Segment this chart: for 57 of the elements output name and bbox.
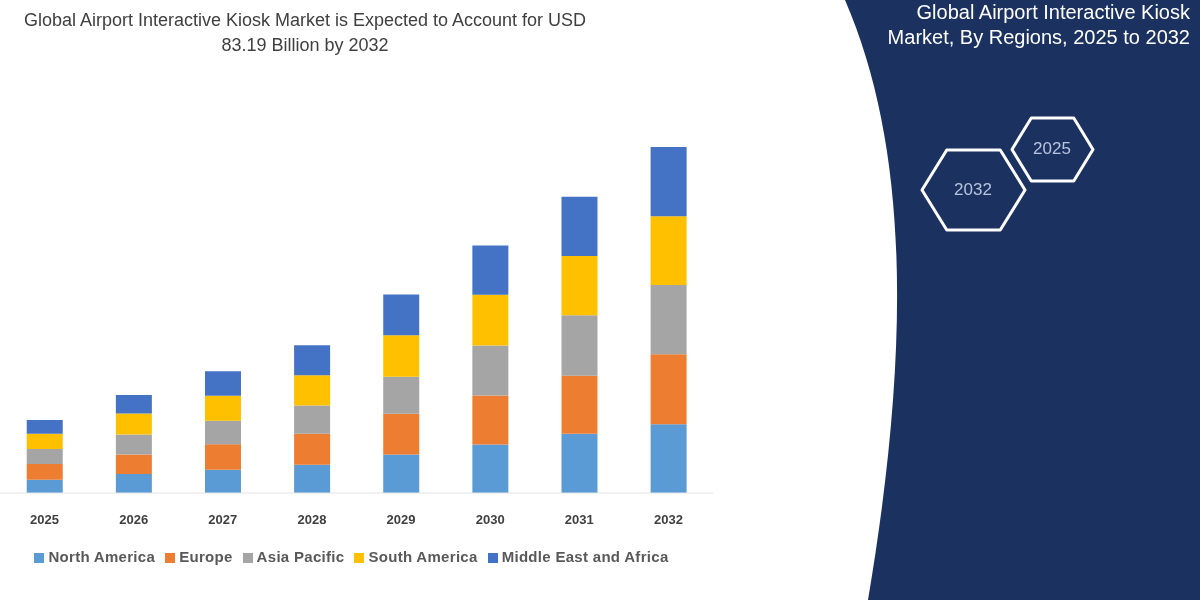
bar (561, 315, 598, 376)
text: 2032 (953, 179, 993, 201)
legend-label: Middle East and Africa (501, 548, 669, 565)
bar (204, 395, 241, 421)
bar (26, 479, 63, 493)
x-tick-label: 2028 (297, 512, 327, 528)
bar (115, 473, 152, 493)
bar (650, 424, 687, 493)
bar (115, 434, 152, 455)
bar (383, 413, 420, 455)
legend-label: Asia Pacific (256, 548, 345, 565)
x-tick-label: 2025 (30, 512, 60, 528)
bar (561, 433, 598, 493)
bar (472, 345, 509, 396)
x-tick-label: 2026 (119, 512, 149, 528)
bar (26, 449, 63, 464)
bar (294, 375, 331, 406)
bar (650, 285, 687, 355)
x-tick-label: 2032 (653, 512, 683, 528)
bar (26, 433, 63, 450)
bar (561, 255, 598, 316)
bar (204, 371, 241, 396)
bar (204, 469, 241, 493)
bar (383, 335, 420, 377)
bar (383, 376, 420, 414)
x-tick-label: 2030 (475, 512, 505, 528)
bar (472, 245, 509, 295)
legend-label: Europe (179, 548, 233, 565)
bar (561, 375, 598, 434)
bar (294, 405, 331, 434)
bar (115, 454, 152, 474)
legend-label: South America (368, 548, 478, 565)
bar (383, 294, 420, 336)
bar (294, 464, 331, 493)
bar (204, 420, 241, 445)
bar (294, 433, 331, 465)
bar (472, 395, 509, 445)
bar (650, 216, 687, 286)
bar (115, 413, 152, 435)
bar (650, 147, 687, 217)
bar (650, 354, 687, 425)
x-tick-label: 2031 (564, 512, 594, 528)
bar (561, 196, 598, 256)
bar (472, 444, 509, 493)
bar (26, 463, 63, 480)
bar (294, 345, 331, 376)
x-tick-label: 2027 (208, 512, 238, 528)
bar (115, 395, 152, 414)
bar (383, 454, 420, 493)
x-tick-label: 2029 (386, 512, 416, 528)
legend-label: North America (48, 548, 156, 565)
bar (472, 294, 509, 346)
bar (204, 444, 241, 470)
text: 2025 (1032, 138, 1072, 160)
bar (26, 419, 63, 434)
chart-title: Global Airport Interactive Kiosk Market is Expected to Account for USD 83.19 Billion by 2032 (22, 9, 588, 57)
text: Global Airport Interactive Kiosk Market, By Regions, 2025 to 2032 (886, 0, 1190, 50)
